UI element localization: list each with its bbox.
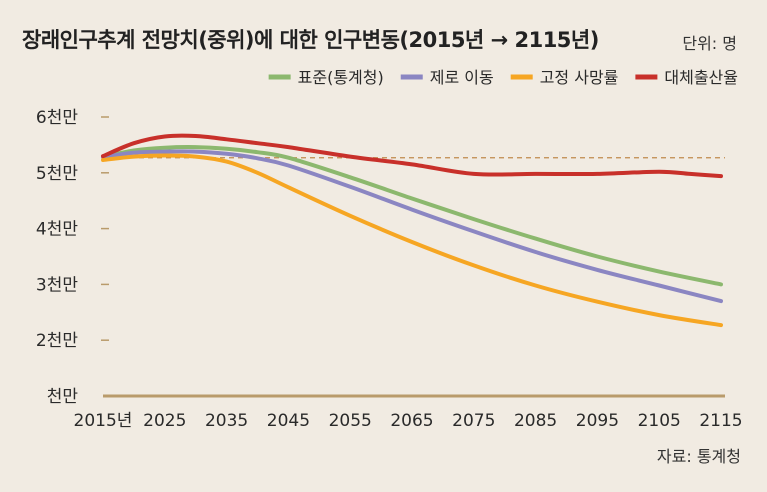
- x-tick-label: 2055: [329, 411, 372, 431]
- y-tick-label: 2천만: [36, 331, 78, 351]
- series-line-2: [101, 149, 723, 304]
- legend-label: 고정 사망률: [540, 68, 619, 87]
- x-tick-label: 2025: [143, 411, 186, 431]
- series-line-3: [101, 153, 723, 328]
- legend-label: 표준(통계청): [298, 68, 384, 87]
- chart-title: 장래인구추계 전망치(중위)에 대한 인구변동(2015년 → 2115년): [22, 28, 599, 52]
- legend-label: 제로 이동: [430, 68, 494, 87]
- x-tick-label: 2065: [390, 411, 433, 431]
- series-line-1: [101, 145, 723, 287]
- x-tick-label: 2075: [452, 411, 495, 431]
- x-tick-label: 2095: [576, 411, 619, 431]
- source-label: 자료: 통계청: [656, 447, 741, 466]
- x-tick-label: 2035: [205, 411, 248, 431]
- legend-label: 대체출산율: [664, 68, 738, 87]
- y-tick-label: 6천만: [36, 108, 78, 128]
- x-tick-label: 2085: [514, 411, 557, 431]
- y-tick-label: 천만: [47, 387, 79, 407]
- x-tick-label: 2115: [699, 411, 742, 431]
- x-tick-label: 2015년: [74, 411, 133, 431]
- series-line-4: [101, 133, 723, 179]
- unit-label: 단위: 명: [682, 34, 737, 53]
- y-tick-label: 5천만: [36, 164, 78, 184]
- x-tick-label: 2105: [638, 411, 681, 431]
- y-tick-label: 3천만: [36, 275, 78, 295]
- x-tick-label: 2045: [267, 411, 310, 431]
- y-tick-label: 4천만: [36, 220, 78, 240]
